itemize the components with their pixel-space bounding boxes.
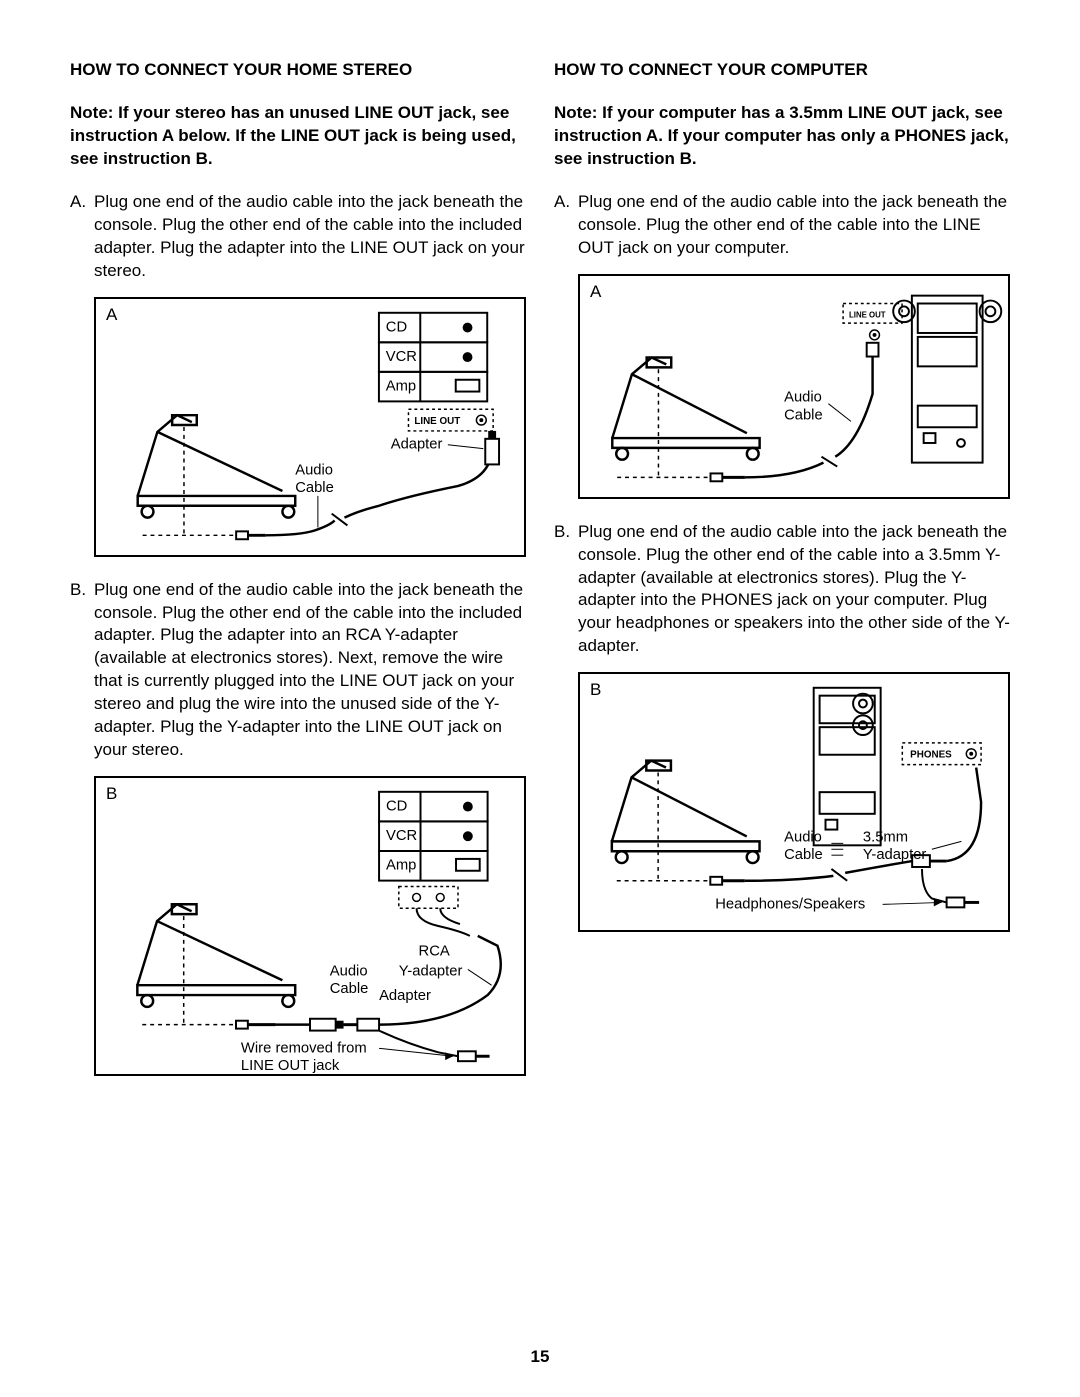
- audio-label: Audio: [784, 830, 822, 846]
- diagram-label: B: [590, 680, 601, 700]
- lineout-label: LINE OUT: [414, 416, 460, 427]
- right-column: HOW TO CONNECT YOUR COMPUTER Note: If yo…: [554, 60, 1010, 1098]
- item-marker: A.: [554, 191, 578, 260]
- item-body: Plug one end of the audio cable into the…: [578, 521, 1010, 659]
- cd-label: CD: [386, 319, 407, 335]
- right-note: Note: If your computer has a 3.5mm LINE …: [554, 102, 1010, 171]
- wire-label-2: LINE OUT jack: [241, 1058, 340, 1074]
- cable-label: Cable: [784, 847, 823, 863]
- diagram-label: A: [590, 282, 601, 302]
- audio-label: Audio: [784, 389, 822, 405]
- item-marker: B.: [70, 579, 94, 763]
- amp-label: Amp: [386, 858, 416, 874]
- page: HOW TO CONNECT YOUR HOME STEREO Note: If…: [0, 0, 1080, 1397]
- right-heading: HOW TO CONNECT YOUR COMPUTER: [554, 60, 1010, 80]
- left-diagram-a: A: [94, 297, 526, 557]
- amp-label: Amp: [386, 378, 416, 394]
- diagram-svg: CD VCR Amp RCA Y-adapter Audio Cable Ada…: [96, 778, 524, 1074]
- item-marker: B.: [554, 521, 578, 659]
- cd-label: CD: [386, 799, 407, 815]
- item-marker: A.: [70, 191, 94, 283]
- phones-label: PHONES: [910, 750, 952, 761]
- page-number: 15: [0, 1347, 1080, 1367]
- vcr-label: VCR: [386, 349, 417, 365]
- headphones-label: Headphones/Speakers: [715, 897, 865, 913]
- cable-label: Cable: [295, 480, 334, 496]
- item-body: Plug one end of the audio cable into the…: [94, 579, 526, 763]
- item-body: Plug one end of the audio cable into the…: [94, 191, 526, 283]
- item-body: Plug one end of the audio cable into the…: [578, 191, 1010, 260]
- diagram-label: B: [106, 784, 117, 804]
- vcr-label: VCR: [386, 828, 417, 844]
- wire-label-1: Wire removed from: [241, 1040, 367, 1056]
- lineout-label: LINE OUT: [849, 310, 886, 319]
- left-note: Note: If your stereo has an unused LINE …: [70, 102, 526, 171]
- audio-label: Audio: [330, 963, 368, 979]
- right-diagram-b: B: [578, 672, 1010, 932]
- right-diagram-a: A: [578, 274, 1010, 499]
- cable-label: Cable: [330, 981, 369, 997]
- yadapter-label: Y-adapter: [863, 847, 927, 863]
- diagram-label: A: [106, 305, 117, 325]
- 35mm-label: 3.5mm: [863, 830, 908, 846]
- adapter-label: Adapter: [379, 988, 431, 1004]
- left-column: HOW TO CONNECT YOUR HOME STEREO Note: If…: [70, 60, 526, 1098]
- left-item-a: A. Plug one end of the audio cable into …: [70, 191, 526, 283]
- adapter-label: Adapter: [391, 436, 443, 452]
- yadapter-label: Y-adapter: [399, 963, 463, 979]
- right-item-a: A. Plug one end of the audio cable into …: [554, 191, 1010, 260]
- left-item-b: B. Plug one end of the audio cable into …: [70, 579, 526, 763]
- cable-label: Cable: [784, 407, 822, 423]
- audio-label: Audio: [295, 462, 333, 478]
- diagram-svg: PHONES: [580, 674, 1008, 930]
- two-column-layout: HOW TO CONNECT YOUR HOME STEREO Note: If…: [70, 60, 1010, 1098]
- diagram-svg: CD VCR Amp LINE OUT Adapter Audio Cable: [96, 299, 524, 555]
- diagram-svg: LINE OUT: [580, 276, 1008, 497]
- rca-label: RCA: [419, 944, 450, 960]
- left-diagram-b: B: [94, 776, 526, 1076]
- right-item-b: B. Plug one end of the audio cable into …: [554, 521, 1010, 659]
- left-heading: HOW TO CONNECT YOUR HOME STEREO: [70, 60, 526, 80]
